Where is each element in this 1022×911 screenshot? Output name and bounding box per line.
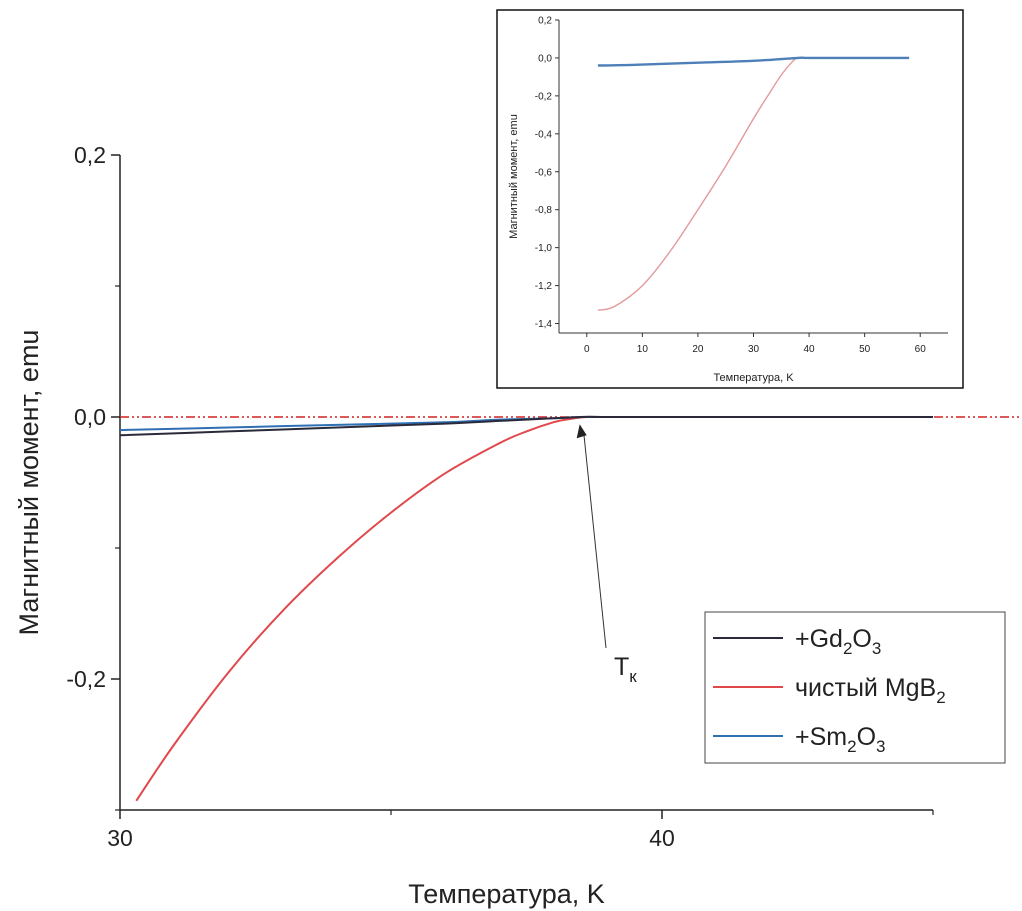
inset-x-axis-title: Температура, K [713, 372, 794, 384]
inset-x-tick-label: 0 [584, 344, 590, 355]
inset-y-tick-label: -1,0 [535, 243, 553, 254]
legend-text-part: O [857, 723, 876, 751]
legend-subscript: 2 [843, 639, 852, 658]
series-line-gd2o3 [119, 415, 933, 437]
y-tick-label: 0,0 [74, 404, 106, 430]
legend-entry-label: +Gd2O3 [795, 625, 881, 658]
legend-text-part: чистый MgB [795, 674, 936, 702]
inset-chart: 0,2 0,0 -0,2 -0,4 -0,6 -0,8 -1,0 -1,2 -1,4 0 10 20 3… [496, 9, 964, 389]
inset-y-tick-label: -1,2 [535, 281, 553, 292]
legend-subscript: 2 [936, 688, 945, 707]
inset-y-tick-label: 0,2 [538, 16, 552, 27]
inset-y-tick-label: -0,4 [535, 129, 553, 140]
annotation-label-sub: к [629, 667, 637, 686]
inset-y-tick-label: 0,0 [538, 53, 552, 64]
legend-subscript: 3 [876, 737, 885, 756]
legend-text-part: +Sm [795, 723, 847, 751]
inset-x-tick-label: 20 [692, 344, 704, 355]
inset-y-tick-label: -0,2 [535, 91, 553, 102]
legend-subscript: 2 [847, 737, 856, 756]
x-tick-label: 30 [107, 825, 133, 851]
inset-x-tick-label: 30 [748, 344, 760, 355]
legend-text-part: +Gd [795, 625, 843, 653]
x-axis-title: Температура, K [408, 879, 605, 909]
annotation-arrow-line [583, 432, 607, 649]
annotation-label: Tк [614, 653, 637, 686]
inset-x-tick-label: 40 [804, 344, 816, 355]
inset-y-tick-label: -1,4 [535, 319, 553, 330]
legend-text-part: O [852, 625, 871, 653]
legend-subscript: 3 [872, 639, 881, 658]
inset-x-tick-label: 10 [637, 344, 649, 355]
inset-series-line-doped [597, 56, 910, 67]
y-tick-label: -0,2 [66, 666, 106, 692]
y-tick-label: 0,2 [74, 142, 106, 168]
annotation-arrow-head [576, 424, 587, 439]
inset-x-tick-label: 50 [859, 344, 871, 355]
legend-entry-label: чистый MgB2 [795, 674, 946, 707]
legend-entry-label: +Sm2O3 [795, 723, 886, 756]
annotation-label-main: T [614, 653, 629, 681]
y-axis-title: Магнитный момент, emu [14, 330, 44, 636]
inset-x-tick-label: 60 [915, 344, 927, 355]
inset-frame [496, 9, 964, 389]
x-tick-label: 40 [649, 825, 675, 851]
inset-y-tick-label: -0,8 [535, 205, 553, 216]
inset-y-tick-label: -0,6 [535, 167, 553, 178]
inset-y-axis-title: Магнитный момент, emu [508, 114, 520, 239]
